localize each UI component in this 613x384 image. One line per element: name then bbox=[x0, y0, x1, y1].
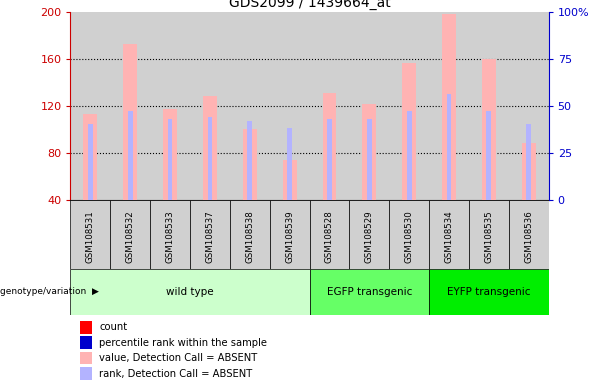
Text: GSM108536: GSM108536 bbox=[524, 210, 533, 263]
Bar bbox=[150, 200, 190, 269]
Bar bbox=[150, 12, 190, 200]
Bar bbox=[88, 124, 93, 200]
Bar bbox=[429, 12, 469, 200]
Bar bbox=[203, 96, 217, 200]
Bar bbox=[349, 200, 389, 269]
Bar bbox=[482, 59, 496, 200]
Bar bbox=[110, 200, 150, 269]
Bar bbox=[509, 200, 549, 269]
Text: EGFP transgenic: EGFP transgenic bbox=[327, 287, 412, 297]
Text: wild type: wild type bbox=[166, 287, 214, 297]
Text: value, Detection Call = ABSENT: value, Detection Call = ABSENT bbox=[99, 353, 257, 363]
Bar bbox=[367, 119, 371, 200]
Bar bbox=[442, 14, 456, 200]
Bar bbox=[469, 12, 509, 200]
Bar bbox=[389, 200, 429, 269]
Bar bbox=[123, 45, 137, 200]
Bar bbox=[80, 336, 92, 349]
Bar bbox=[447, 94, 451, 200]
Bar bbox=[163, 109, 177, 200]
Bar bbox=[230, 200, 270, 269]
Bar bbox=[80, 351, 92, 364]
Text: GSM108534: GSM108534 bbox=[444, 210, 454, 263]
Bar bbox=[243, 129, 257, 200]
Bar bbox=[70, 12, 110, 200]
Text: GSM108538: GSM108538 bbox=[245, 210, 254, 263]
Text: GSM108528: GSM108528 bbox=[325, 210, 334, 263]
Bar bbox=[128, 111, 132, 200]
Bar bbox=[407, 111, 411, 200]
Text: genotype/variation  ▶: genotype/variation ▶ bbox=[0, 287, 99, 296]
Bar bbox=[80, 367, 92, 380]
Text: rank, Detection Call = ABSENT: rank, Detection Call = ABSENT bbox=[99, 369, 253, 379]
Bar bbox=[230, 12, 270, 200]
Bar bbox=[310, 12, 349, 200]
Bar bbox=[70, 269, 310, 315]
Text: GSM108535: GSM108535 bbox=[484, 210, 493, 263]
Bar bbox=[527, 124, 531, 200]
Text: GSM108530: GSM108530 bbox=[405, 210, 414, 263]
Text: EYFP transgenic: EYFP transgenic bbox=[447, 287, 531, 297]
Text: GSM108529: GSM108529 bbox=[365, 210, 374, 263]
Title: GDS2099 / 1439664_at: GDS2099 / 1439664_at bbox=[229, 0, 390, 10]
Bar bbox=[522, 143, 536, 200]
Bar bbox=[429, 269, 549, 315]
Bar bbox=[362, 104, 376, 200]
Bar bbox=[509, 12, 549, 200]
Bar bbox=[469, 200, 509, 269]
Bar bbox=[327, 119, 332, 200]
Bar bbox=[70, 200, 110, 269]
Bar bbox=[270, 200, 310, 269]
Text: count: count bbox=[99, 322, 128, 332]
Text: percentile rank within the sample: percentile rank within the sample bbox=[99, 338, 267, 348]
Bar bbox=[110, 12, 150, 200]
Bar bbox=[287, 128, 292, 200]
Text: GSM108532: GSM108532 bbox=[126, 210, 135, 263]
Bar bbox=[429, 200, 469, 269]
Bar bbox=[168, 119, 172, 200]
Bar bbox=[190, 12, 230, 200]
Bar bbox=[190, 200, 230, 269]
Bar bbox=[487, 111, 491, 200]
Bar bbox=[389, 12, 429, 200]
Bar bbox=[248, 121, 252, 200]
Bar bbox=[208, 117, 212, 200]
Text: GSM108539: GSM108539 bbox=[285, 210, 294, 263]
Text: GSM108531: GSM108531 bbox=[86, 210, 95, 263]
Text: GSM108533: GSM108533 bbox=[166, 210, 175, 263]
Bar bbox=[283, 160, 297, 200]
Bar bbox=[80, 321, 92, 334]
Bar bbox=[402, 63, 416, 200]
Bar bbox=[83, 114, 97, 200]
Bar bbox=[322, 93, 337, 200]
Bar bbox=[310, 269, 429, 315]
Text: GSM108537: GSM108537 bbox=[205, 210, 215, 263]
Bar bbox=[349, 12, 389, 200]
Bar bbox=[270, 12, 310, 200]
Bar bbox=[310, 200, 349, 269]
